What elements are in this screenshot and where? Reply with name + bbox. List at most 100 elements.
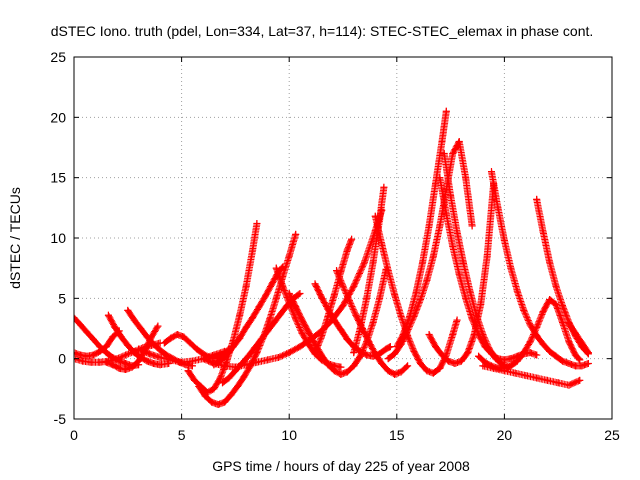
- data-point: [150, 340, 158, 348]
- data-point: [533, 323, 541, 331]
- data-point: [102, 343, 110, 351]
- data-point: [376, 216, 384, 224]
- data-point: [339, 282, 347, 290]
- data-point: [240, 373, 248, 381]
- data-point: [559, 357, 567, 365]
- data-point: [160, 339, 168, 347]
- data-point: [221, 362, 229, 370]
- data-point: [242, 282, 250, 290]
- data-point: [492, 355, 500, 363]
- data-point: [483, 252, 491, 260]
- data-point: [423, 367, 431, 375]
- data-point: [554, 379, 562, 387]
- data-point: [571, 351, 579, 359]
- data-point: [173, 331, 181, 339]
- data-point: [475, 352, 483, 360]
- data-point: [324, 361, 332, 369]
- data-point: [188, 357, 196, 365]
- data-point: [391, 350, 399, 358]
- series-arc-29: [479, 362, 584, 389]
- data-point: [89, 335, 97, 343]
- data-point: [507, 362, 515, 370]
- data-point: [526, 321, 534, 329]
- data-point: [371, 212, 379, 220]
- data-point: [154, 322, 162, 330]
- data-point: [369, 318, 377, 326]
- data-point: [156, 361, 164, 369]
- data-point: [520, 306, 528, 314]
- data-point: [227, 391, 235, 399]
- data-point: [109, 333, 117, 341]
- data-point: [552, 300, 560, 308]
- x-axis-label: GPS time / hours of day 225 of year 2008: [212, 458, 470, 474]
- data-point: [117, 333, 125, 341]
- data-point: [343, 368, 351, 376]
- data-point: [76, 351, 84, 359]
- data-point: [436, 364, 444, 372]
- data-point: [500, 236, 508, 244]
- data-point: [279, 263, 287, 271]
- data-point: [292, 315, 300, 323]
- data-point: [571, 329, 579, 337]
- data-point: [221, 398, 229, 406]
- data-point: [479, 362, 487, 370]
- data-point: [238, 359, 246, 367]
- y-axis-label: dSTEC / TECUs: [7, 187, 23, 289]
- data-point: [399, 331, 407, 339]
- data-point: [130, 349, 138, 357]
- data-point: [317, 293, 325, 301]
- data-point: [257, 335, 265, 343]
- data-point: [122, 359, 130, 367]
- data-point: [292, 230, 300, 238]
- data-point: [186, 339, 194, 347]
- data-point: [143, 333, 151, 341]
- data-point: [145, 350, 153, 358]
- data-point: [279, 282, 287, 290]
- data-point: [453, 316, 461, 324]
- data-point: [285, 290, 293, 298]
- data-point: [348, 235, 356, 243]
- data-point: [343, 246, 351, 254]
- series-arc-12: [210, 263, 287, 369]
- data-point: [576, 376, 584, 384]
- data-point: [180, 333, 188, 341]
- data-point: [229, 343, 237, 351]
- data-point: [576, 356, 584, 364]
- data-point: [578, 362, 586, 370]
- data-point: [455, 270, 463, 278]
- data-point: [449, 242, 457, 250]
- data-point: [277, 310, 285, 318]
- data-point: [184, 367, 192, 375]
- data-point: [365, 338, 373, 346]
- data-point: [449, 150, 457, 158]
- data-point: [109, 361, 117, 369]
- data-point: [440, 150, 448, 158]
- x-tick-label: 15: [389, 427, 405, 443]
- data-point: [270, 318, 278, 326]
- data-point: [438, 137, 446, 145]
- data-point: [350, 282, 358, 290]
- data-point: [511, 369, 519, 377]
- series-arc-24: [440, 150, 513, 371]
- data-point: [156, 353, 164, 361]
- series-arc-19: [371, 212, 461, 377]
- data-point: [533, 351, 541, 359]
- data-point: [262, 292, 270, 300]
- data-point: [333, 267, 341, 275]
- data-point: [539, 308, 547, 316]
- data-point: [442, 107, 450, 115]
- data-point: [565, 320, 573, 328]
- data-point: [416, 296, 424, 304]
- data-point: [208, 398, 216, 406]
- data-series-layer: [74, 107, 592, 409]
- x-tick-label: 25: [604, 427, 620, 443]
- data-point: [264, 356, 272, 364]
- data-point: [462, 294, 470, 302]
- data-point: [449, 331, 457, 339]
- data-point: [481, 358, 489, 366]
- data-point: [356, 347, 364, 355]
- x-tick-label: 0: [70, 427, 78, 443]
- data-point: [216, 357, 224, 365]
